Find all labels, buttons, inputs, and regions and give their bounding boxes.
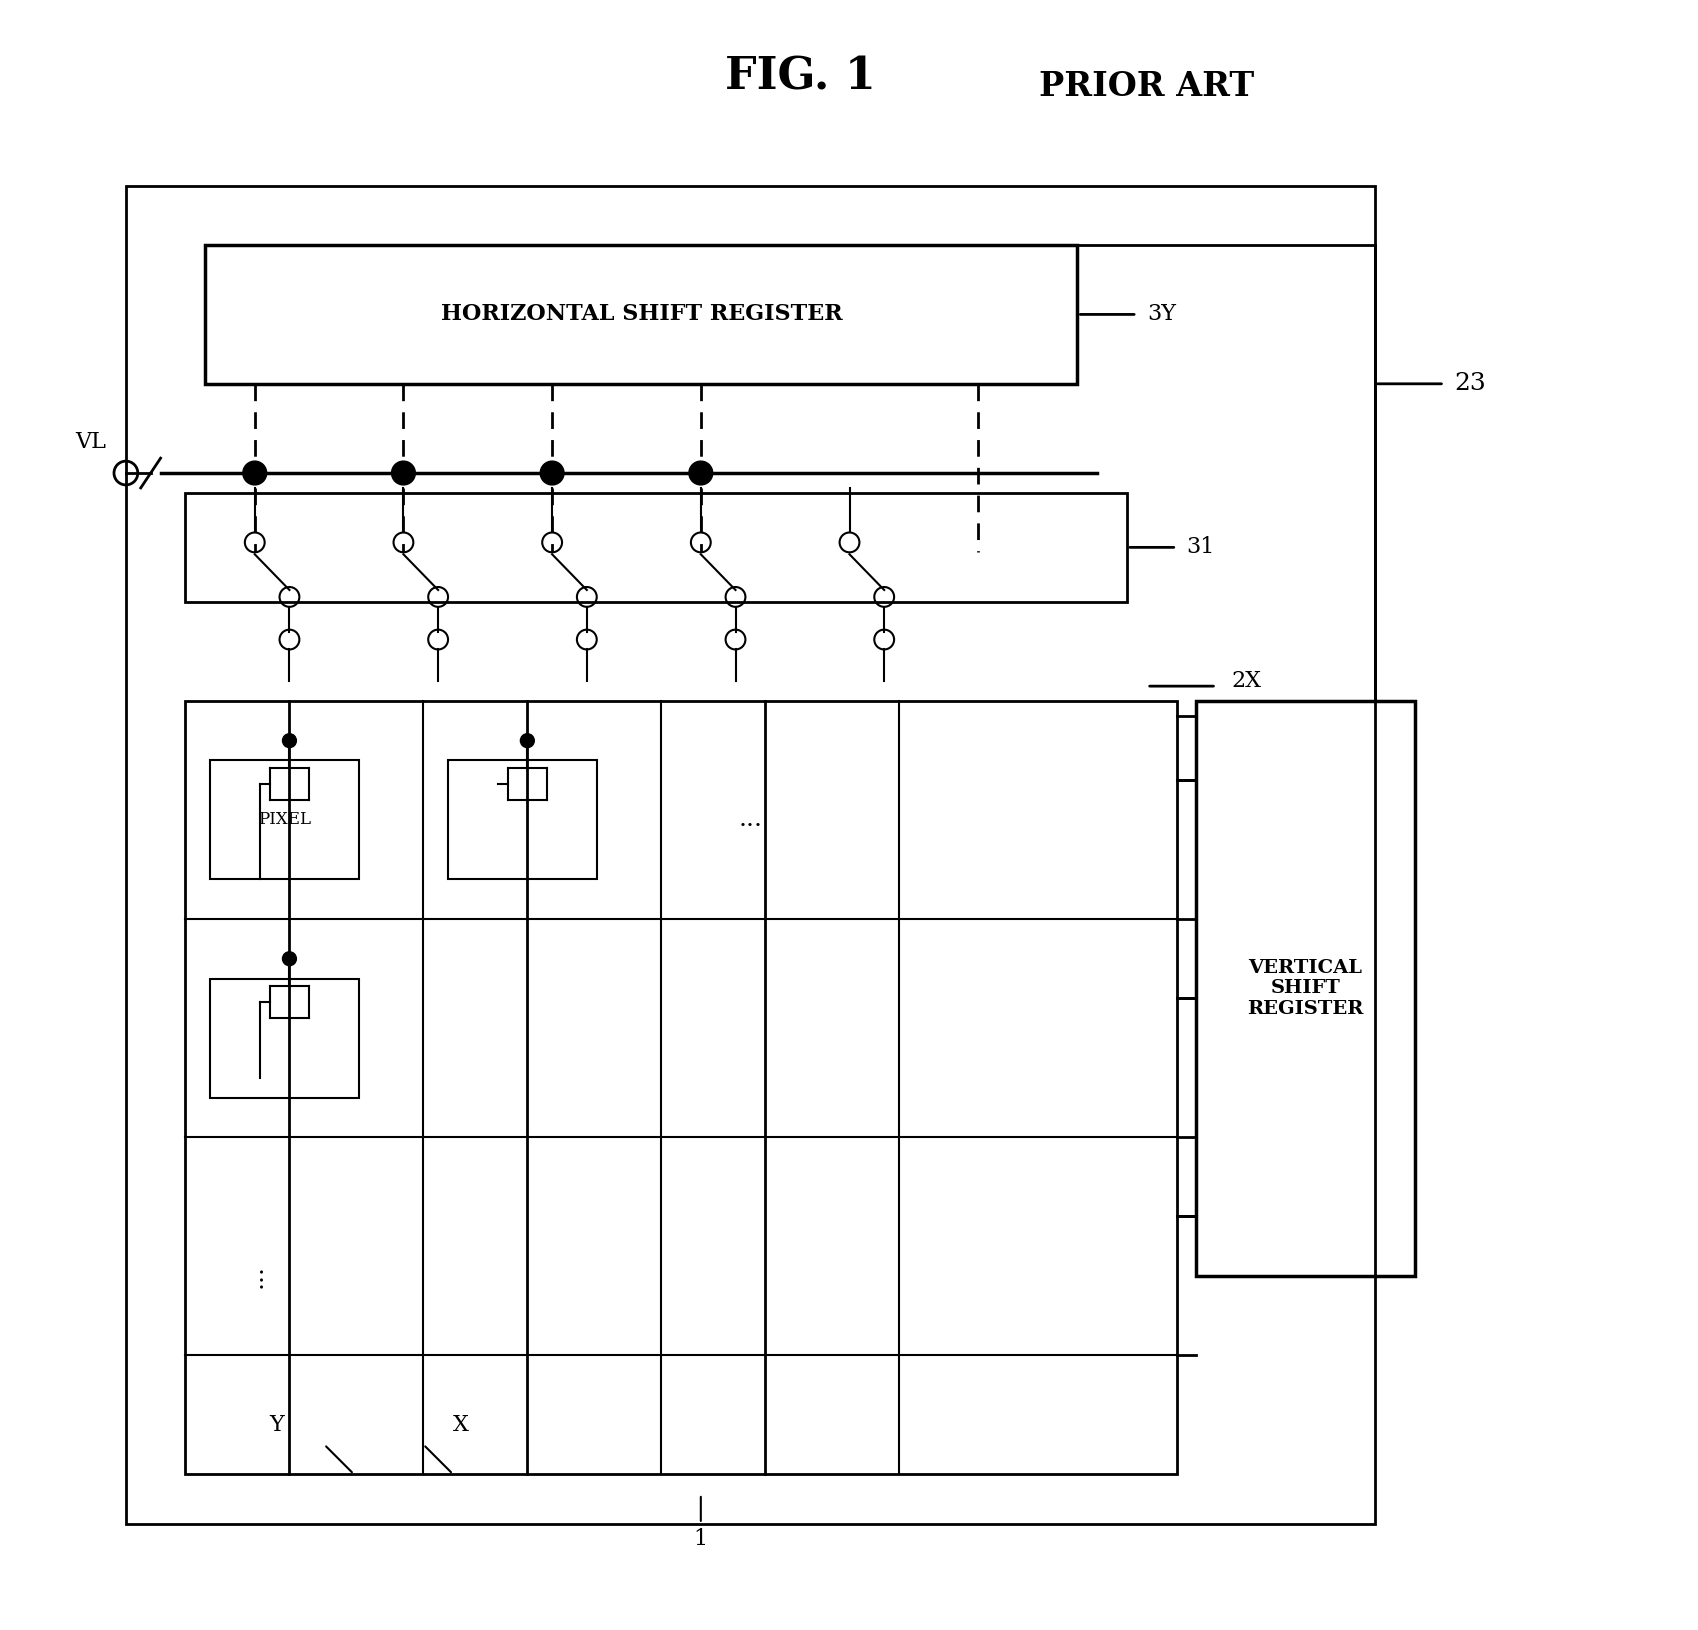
- Text: ...: ...: [739, 808, 762, 831]
- Circle shape: [243, 461, 267, 484]
- Bar: [211, 761, 358, 880]
- Text: PRIOR ART: PRIOR ART: [1039, 70, 1253, 103]
- Circle shape: [520, 734, 533, 748]
- Bar: [1195, 701, 1414, 1276]
- Circle shape: [391, 461, 414, 484]
- Bar: [448, 761, 596, 880]
- Text: 31: 31: [1185, 536, 1214, 559]
- Text: 2X: 2X: [1231, 670, 1260, 693]
- Text: 23: 23: [1453, 372, 1486, 396]
- Text: VL: VL: [75, 432, 105, 453]
- Text: VERTICAL
SHIFT
REGISTER: VERTICAL SHIFT REGISTER: [1246, 958, 1363, 1019]
- Bar: [185, 701, 1177, 1474]
- Text: ...: ...: [243, 1263, 267, 1288]
- Bar: [211, 978, 358, 1097]
- Text: 1: 1: [693, 1527, 708, 1550]
- Circle shape: [540, 461, 564, 484]
- Text: X: X: [453, 1413, 469, 1436]
- Circle shape: [282, 952, 295, 965]
- Circle shape: [688, 461, 711, 484]
- Text: PIXEL: PIXEL: [258, 812, 311, 828]
- Bar: [126, 186, 1374, 1524]
- Text: FIG. 1: FIG. 1: [723, 55, 874, 98]
- Text: 3Y: 3Y: [1146, 303, 1175, 326]
- Text: HORIZONTAL SHIFT REGISTER: HORIZONTAL SHIFT REGISTER: [440, 303, 842, 326]
- Text: Y: Y: [270, 1413, 284, 1436]
- Circle shape: [282, 734, 295, 748]
- Bar: [205, 244, 1077, 383]
- Bar: [185, 492, 1126, 601]
